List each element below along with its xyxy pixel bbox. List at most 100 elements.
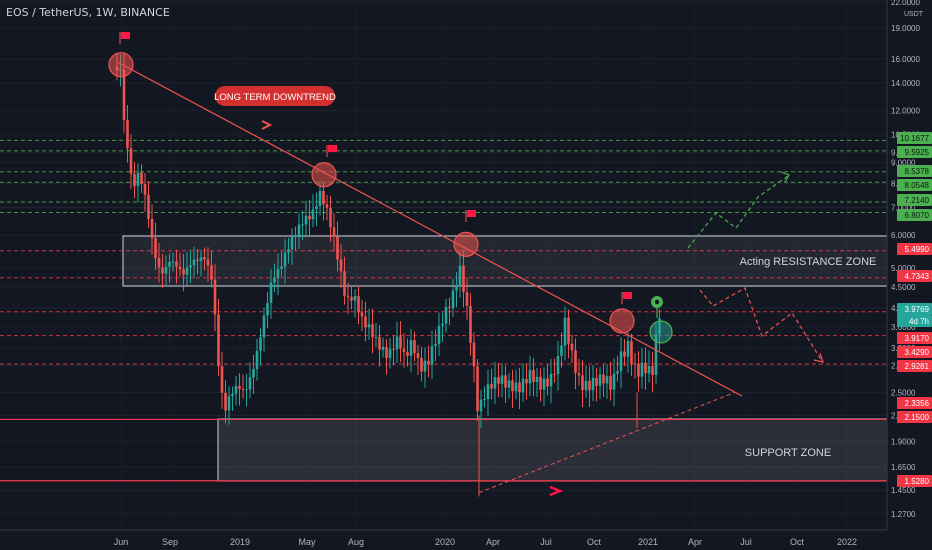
candles xyxy=(115,53,661,497)
candle-body xyxy=(483,399,486,401)
candle-body xyxy=(546,378,549,387)
candle-body xyxy=(553,373,556,375)
candle-body xyxy=(315,205,318,210)
candle-body xyxy=(255,350,259,369)
candle-body xyxy=(206,259,210,266)
grid xyxy=(0,1,887,515)
candle-body xyxy=(175,261,178,267)
time-axis-ticks: Jun Sep 2019 May Aug 2020 Apr Jul Oct 2021 Apr Jul O… xyxy=(114,537,857,547)
candle-body xyxy=(189,265,192,268)
candle-body xyxy=(381,346,385,350)
price-tick-label: 5.0000 xyxy=(891,264,916,273)
time-tick-label: Jul xyxy=(740,537,752,547)
candle-body xyxy=(234,385,238,394)
svg-text:LONG TERM DOWNTREND: LONG TERM DOWNTREND xyxy=(214,92,336,103)
candle-body xyxy=(399,336,402,349)
price-tag-label: 1.5280 xyxy=(905,477,930,486)
time-tick-label: Oct xyxy=(587,537,602,547)
candle-body xyxy=(462,265,465,293)
candle-body xyxy=(231,393,234,397)
breakout-circle xyxy=(649,320,673,344)
candle-body xyxy=(542,378,546,390)
time-axis[interactable] xyxy=(0,530,887,550)
currency-unit: USDT xyxy=(904,11,924,18)
candle-body xyxy=(549,373,553,387)
candle-body xyxy=(521,378,525,393)
candle-body xyxy=(259,337,262,351)
touch-circle xyxy=(108,52,134,78)
time-tick-label: Jul xyxy=(540,537,552,547)
candle-body xyxy=(469,305,472,343)
candle-body xyxy=(518,382,521,393)
price-tick-label: 1.4500 xyxy=(891,486,916,495)
candle-body xyxy=(199,257,203,261)
price-tag-label: 3.4290 xyxy=(905,348,930,357)
candle-body xyxy=(318,191,322,206)
price-tag xyxy=(897,209,932,221)
candle-body xyxy=(262,315,266,338)
candle-body xyxy=(129,148,133,174)
price-tick-label: 1.9000 xyxy=(891,438,916,447)
candle-body xyxy=(616,371,619,374)
candle-body xyxy=(623,351,626,357)
time-tick-label: 2020 xyxy=(435,537,455,547)
candle-body xyxy=(238,385,241,390)
candle-body xyxy=(486,384,490,400)
arrow-icon xyxy=(813,352,824,363)
resistance-zone-label: Acting RESISTANCE ZONE xyxy=(740,256,877,268)
candle-body xyxy=(434,344,437,347)
candle-body xyxy=(283,252,287,267)
candle-body xyxy=(388,348,392,358)
candle-body xyxy=(196,259,199,261)
time-tick-label: May xyxy=(298,537,316,547)
candle-body xyxy=(150,219,154,239)
candle-body xyxy=(651,366,654,375)
arrow-icon xyxy=(261,120,273,130)
price-tag-label: 7.2140 xyxy=(905,196,930,205)
candle-body xyxy=(455,286,458,291)
candle-body xyxy=(325,204,329,208)
candle-body xyxy=(280,266,283,269)
candle-body xyxy=(588,380,591,391)
candle-body xyxy=(301,224,304,226)
candle-body xyxy=(416,353,420,359)
candle-body xyxy=(647,366,651,374)
price-tag-label: 8.5378 xyxy=(905,167,930,176)
candle-body xyxy=(371,324,374,338)
candle-body xyxy=(143,184,147,195)
candle-body xyxy=(605,376,609,384)
price-tick-label: 6.0000 xyxy=(891,231,916,240)
price-tick-label: 19.0000 xyxy=(891,24,920,33)
flag-icon xyxy=(328,145,337,152)
candle-body xyxy=(525,378,528,384)
price-tag xyxy=(897,165,932,177)
candle-body xyxy=(245,389,248,391)
price-tag xyxy=(897,360,932,372)
price-tag-label: 4.7343 xyxy=(905,272,930,281)
price-tag-label: 10.1677 xyxy=(900,134,929,143)
time-tick-label: 2019 xyxy=(230,537,250,547)
candle-body xyxy=(626,341,630,357)
candle-body xyxy=(304,215,308,225)
price-tag xyxy=(897,315,932,327)
price-tag xyxy=(897,146,932,158)
price-tag-label: 5.4990 xyxy=(905,245,930,254)
support-zone-label: SUPPORT ZONE xyxy=(745,447,831,459)
price-tag-label: 2.1500 xyxy=(905,413,930,422)
candle-body xyxy=(126,120,129,149)
candle-body xyxy=(539,376,542,390)
candle-body xyxy=(353,296,357,301)
candle-body xyxy=(248,377,252,390)
pin-marker-icon xyxy=(654,299,660,305)
candle-body xyxy=(322,191,325,205)
candle-body xyxy=(227,396,231,411)
candle-body xyxy=(581,375,584,391)
candle-body xyxy=(136,172,140,187)
candle-body xyxy=(168,261,171,267)
candle-body xyxy=(357,296,360,313)
candle-body xyxy=(164,266,168,274)
candle-body xyxy=(385,346,388,358)
candle-body xyxy=(444,306,448,324)
time-tick-label: Apr xyxy=(688,537,702,547)
